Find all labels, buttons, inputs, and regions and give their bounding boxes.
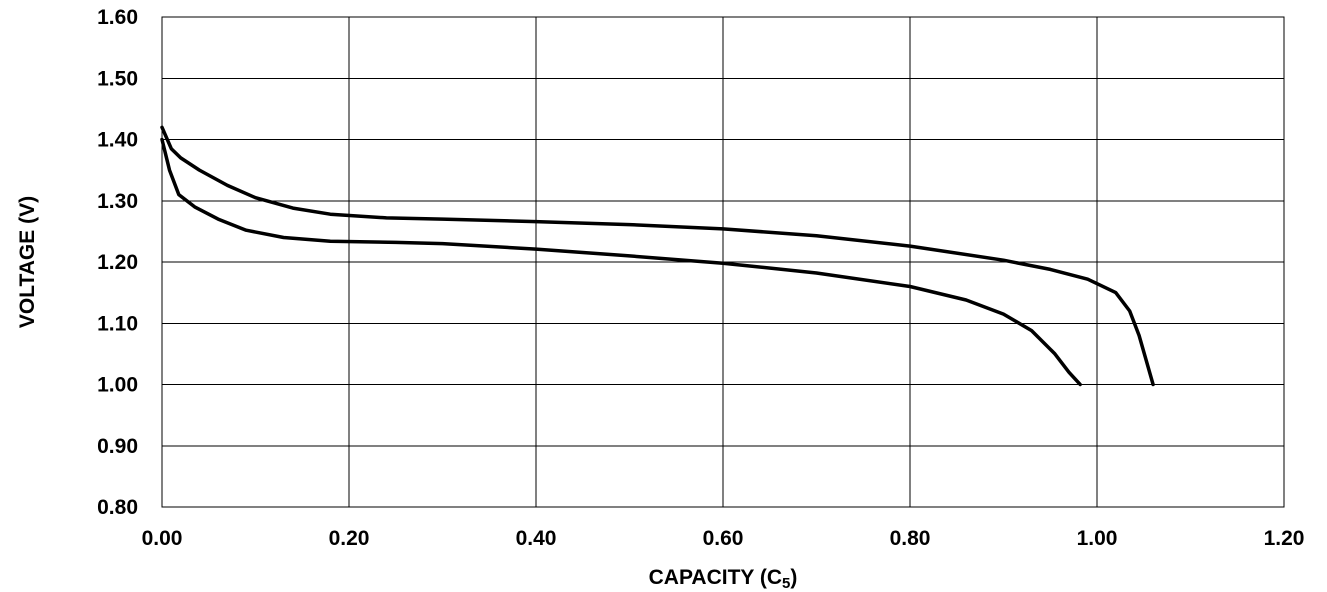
x-tick-label: 1.00 bbox=[1077, 527, 1118, 550]
x-tick-label: 1.20 bbox=[1264, 527, 1305, 550]
y-tick-label: 1.00 bbox=[97, 374, 138, 397]
series-layer bbox=[160, 125, 1155, 387]
x-tick-label: 0.20 bbox=[329, 527, 370, 550]
x-tick-label: 0.80 bbox=[890, 527, 931, 550]
x-tick-label: 0.60 bbox=[703, 527, 744, 550]
x-axis-title: CAPACITY (C5) bbox=[649, 566, 798, 592]
y-tick-label: 1.30 bbox=[97, 190, 138, 213]
y-tick-label: 0.80 bbox=[97, 496, 138, 519]
grid bbox=[161, 16, 1285, 508]
y-tick-label: 1.10 bbox=[97, 312, 138, 335]
y-tick-label: 1.40 bbox=[97, 129, 138, 152]
y-tick-label: 1.50 bbox=[97, 67, 138, 90]
x-tick-label: 0.40 bbox=[516, 527, 557, 550]
y-tick-label: 1.20 bbox=[97, 251, 138, 274]
x-axis-title-suffix: ) bbox=[790, 566, 797, 589]
series-line-2 bbox=[160, 137, 1082, 387]
x-axis-title-main: CAPACITY (C bbox=[649, 566, 782, 589]
series-line-1 bbox=[160, 125, 1155, 387]
y-tick-label: 1.60 bbox=[97, 6, 138, 29]
y-tick-label: 0.90 bbox=[97, 435, 138, 458]
y-axis-title: VOLTAGE (V) bbox=[16, 196, 39, 328]
x-tick-label: 0.00 bbox=[142, 527, 183, 550]
y-tick-labels: 1.60 1.50 1.40 1.30 1.20 1.10 1.00 0.90 0.80 bbox=[97, 6, 138, 519]
x-tick-labels: 0.00 0.20 0.40 0.60 0.80 1.00 1.20 bbox=[142, 527, 1305, 550]
plot-frame bbox=[161, 16, 1285, 508]
x-axis-title-subscript: 5 bbox=[782, 575, 790, 592]
